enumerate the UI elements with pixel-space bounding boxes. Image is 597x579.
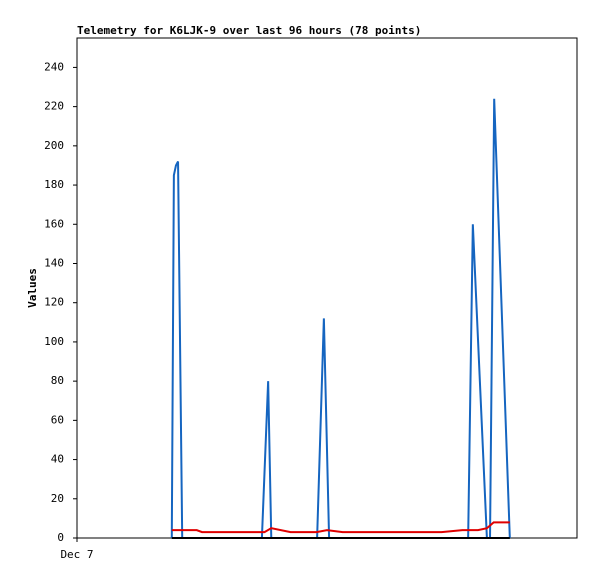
y-tick-label: 100 bbox=[44, 335, 64, 348]
y-tick-label: 200 bbox=[44, 139, 64, 152]
y-tick-label: 140 bbox=[44, 256, 64, 269]
y-tick-label: 40 bbox=[51, 453, 64, 466]
y-tick-label: 240 bbox=[44, 60, 64, 73]
y-tick-label: 180 bbox=[44, 178, 64, 191]
y-tick-label: 120 bbox=[44, 296, 64, 309]
series-line bbox=[171, 521, 510, 534]
series-line bbox=[170, 98, 511, 539]
chart-title: Telemetry for K6LJK-9 over last 96 hours… bbox=[77, 24, 421, 37]
y-tick-label: 220 bbox=[44, 100, 64, 113]
y-tick-label: 60 bbox=[51, 413, 64, 426]
y-axis-label: Values bbox=[26, 268, 39, 308]
y-tick-label: 80 bbox=[51, 374, 64, 387]
x-tick-label: Dec 7 bbox=[60, 548, 93, 561]
y-tick-label: 20 bbox=[51, 492, 64, 505]
y-tick-label: 0 bbox=[57, 531, 64, 544]
y-tick-label: 160 bbox=[44, 217, 64, 230]
